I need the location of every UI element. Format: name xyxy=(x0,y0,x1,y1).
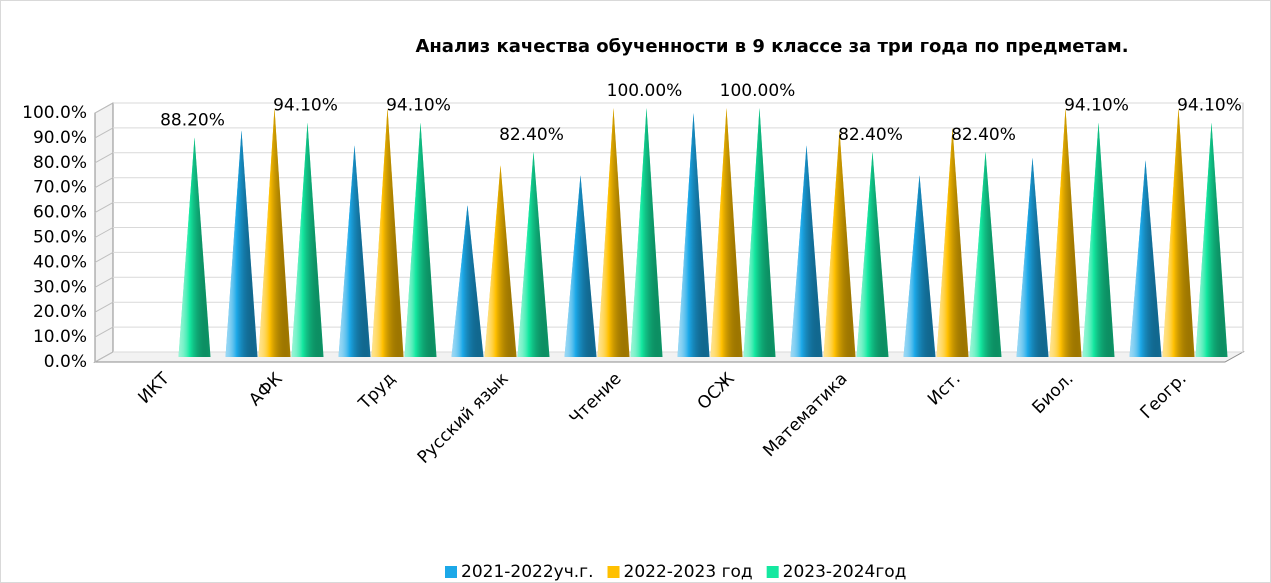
cone xyxy=(258,108,291,357)
cone xyxy=(517,151,550,357)
y-tick-label: 30.0% xyxy=(33,277,87,297)
cone xyxy=(225,130,258,357)
cone xyxy=(969,151,1002,357)
data-label: 100.00% xyxy=(720,81,796,101)
cone-shade xyxy=(597,108,630,357)
data-label: 88.20% xyxy=(160,110,225,130)
cone-shade xyxy=(258,108,291,357)
legend-swatch xyxy=(607,566,620,578)
cone xyxy=(371,108,404,357)
data-label: 100.00% xyxy=(607,81,683,101)
cone-shade xyxy=(1195,122,1228,357)
cone-shade xyxy=(291,122,324,357)
cone xyxy=(1049,108,1082,357)
cone-shade xyxy=(338,145,371,357)
cone-shade xyxy=(564,175,597,357)
data-label: 94.10% xyxy=(1064,96,1129,116)
cone xyxy=(903,175,936,357)
cone xyxy=(743,108,776,357)
cone-shade xyxy=(903,175,936,357)
y-tick-label: 50.0% xyxy=(33,228,87,248)
data-label: 94.10% xyxy=(273,96,338,116)
y-tick-label: 100.0% xyxy=(22,103,87,123)
cone xyxy=(404,122,437,357)
cone-shade xyxy=(484,165,517,357)
legend-label: 2021-2022уч.г. xyxy=(461,562,594,582)
legend-swatch xyxy=(445,566,457,578)
cone xyxy=(451,205,484,357)
cone-shade xyxy=(743,108,776,357)
y-tick-label: 10.0% xyxy=(33,327,87,347)
chart-title: Анализ качества обученности в 9 классе з… xyxy=(415,36,1128,57)
grid-line xyxy=(94,227,114,238)
cone xyxy=(790,145,823,357)
cone-shade xyxy=(790,145,823,357)
legend-swatch xyxy=(766,566,779,578)
cone xyxy=(178,137,211,357)
cone xyxy=(936,127,969,357)
cone-shade xyxy=(517,151,550,357)
cone-shade xyxy=(451,205,484,357)
cone-shade xyxy=(1016,157,1049,357)
data-label: 94.10% xyxy=(386,96,451,116)
cone xyxy=(484,165,517,357)
cone-shade xyxy=(178,137,211,357)
data-label: 94.10% xyxy=(1177,96,1242,116)
legend-label: 2023-2024год xyxy=(783,562,907,582)
cone-shade xyxy=(1082,122,1115,357)
grid-line xyxy=(94,202,114,214)
cone xyxy=(1162,108,1195,357)
y-tick-label: 0.0% xyxy=(44,352,87,372)
data-label: 82.40% xyxy=(499,125,564,145)
y-tick-label: 70.0% xyxy=(33,178,87,198)
cone xyxy=(1195,122,1228,357)
cone xyxy=(338,145,371,357)
cone xyxy=(630,108,663,357)
cone xyxy=(823,130,856,357)
data-label: 82.40% xyxy=(951,125,1016,145)
cone-shade xyxy=(404,122,437,357)
grid-line xyxy=(94,351,114,363)
cone-shade xyxy=(1162,108,1195,357)
cone xyxy=(710,108,743,357)
grid-line xyxy=(94,276,114,288)
grid-line xyxy=(94,301,114,313)
y-tick-label: 40.0% xyxy=(33,252,87,272)
grid-line xyxy=(94,127,114,139)
cone-shade xyxy=(856,151,889,357)
cone xyxy=(1082,122,1115,357)
grid-line xyxy=(94,102,114,114)
cone xyxy=(677,112,710,357)
y-tick-label: 60.0% xyxy=(33,203,87,223)
cone xyxy=(856,151,889,357)
cone xyxy=(1129,160,1162,357)
cone-shade xyxy=(936,127,969,357)
cone-shade xyxy=(1049,108,1082,357)
grid-line xyxy=(94,152,114,164)
cone xyxy=(1016,157,1049,357)
legend-label: 2022-2023 год xyxy=(624,562,753,582)
cone-shade xyxy=(710,108,743,357)
cone xyxy=(597,108,630,357)
cone-shade xyxy=(1129,160,1162,357)
cone-shade xyxy=(969,151,1002,357)
cone-shade xyxy=(630,108,663,357)
y-tick-label: 80.0% xyxy=(33,153,87,173)
cone-shade xyxy=(225,130,258,357)
cone-shade xyxy=(823,130,856,357)
y-tick-label: 90.0% xyxy=(33,128,87,148)
cone-shade xyxy=(677,112,710,357)
grid-line xyxy=(94,326,114,338)
y-tick-label: 20.0% xyxy=(33,302,87,322)
grid-line xyxy=(94,177,114,189)
cone xyxy=(291,122,324,357)
grid-line xyxy=(94,251,114,263)
data-label: 82.40% xyxy=(838,125,903,145)
cone xyxy=(564,175,597,357)
cone-shade xyxy=(371,108,404,357)
